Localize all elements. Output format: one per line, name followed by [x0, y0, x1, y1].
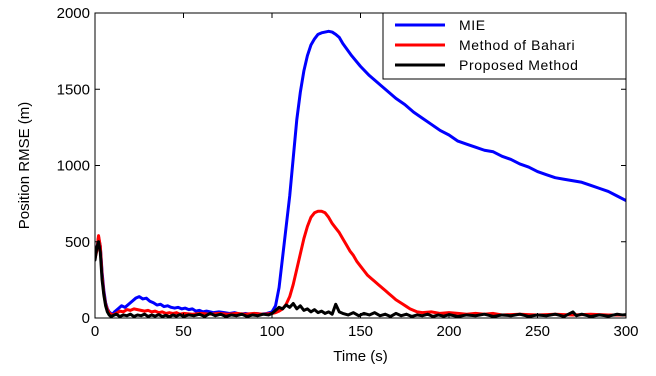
x-axis-label: Time (s) [333, 348, 387, 365]
y-tick-label: 1500 [57, 81, 90, 98]
series-layer [95, 29, 626, 319]
x-tick-label: 300 [613, 323, 638, 340]
x-tick-label: 0 [91, 323, 99, 340]
x-tick-label: 100 [259, 323, 284, 340]
x-tick-label: 200 [436, 323, 461, 340]
legend-label-method-of-bahari: Method of Bahari [459, 37, 575, 53]
x-tick-label: 250 [525, 323, 550, 340]
y-tick-label: 2000 [57, 5, 90, 22]
series-line-method-of-bahari [95, 209, 626, 317]
legend-label-proposed-method: Proposed Method [459, 57, 579, 73]
y-tick-label: 1000 [57, 158, 90, 175]
y-tick-label: 0 [82, 310, 90, 327]
series-line-mie [95, 29, 626, 316]
x-tick-label: 50 [175, 323, 192, 340]
legend: MIE Method of Bahari Proposed Method [382, 12, 627, 80]
legend-label-mie: MIE [459, 17, 486, 33]
series-line-proposed-method [95, 240, 626, 319]
y-axis-label: Position RMSE (m) [16, 102, 33, 230]
x-tick-label: 150 [348, 323, 373, 340]
y-tick-label: 500 [65, 234, 90, 251]
axes-layer: 0 50 100 150 200 250 300 0 500 1000 1500 2000 [57, 5, 639, 340]
